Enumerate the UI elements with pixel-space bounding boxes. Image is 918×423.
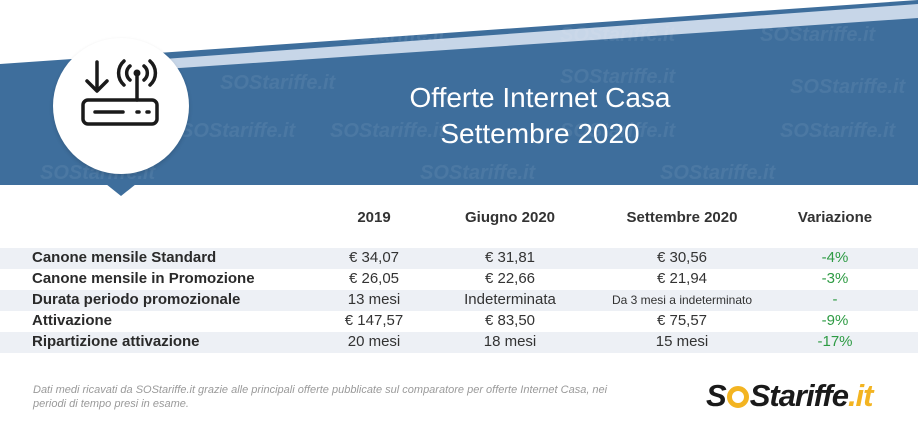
column-header-2019: 2019 (357, 209, 391, 226)
cell-variazione: -17% (817, 333, 853, 350)
watermark: SOStariffe.it (180, 120, 296, 142)
logo-word: Stariffe (749, 378, 849, 413)
column-header-giugno-2020: Giugno 2020 (464, 209, 556, 226)
row-label: Canone mensile in Promozione (32, 270, 255, 287)
cell-variazione: -4% (821, 249, 849, 266)
header-background (0, 0, 918, 185)
cell-variazione: -9% (821, 312, 849, 329)
icon-badge (53, 38, 189, 174)
watermark: SOStariffe.it (330, 120, 446, 142)
cell-2019: 13 mesi (347, 291, 401, 308)
cell-settembre-2020: € 75,57 (656, 312, 708, 329)
table-row: Attivazione € 147,57 € 83,50 € 75,57 -9% (0, 311, 918, 332)
watermark: SOStariffe.it (420, 162, 536, 184)
table-row: Durata periodo promozionale 13 mesi Inde… (0, 290, 918, 311)
column-header-variazione: Variazione (797, 209, 873, 226)
header-banner: SOStariffe.it SOStariffe.it SOStariffe.i… (0, 0, 918, 185)
cell-giugno-2020: € 83,50 (484, 312, 536, 329)
lifebuoy-icon (726, 386, 749, 408)
cell-giugno-2020: € 22,66 (484, 270, 536, 287)
cell-2019: € 34,07 (348, 249, 400, 266)
page-title: Offerte Internet Casa Settembre 2020 (330, 80, 750, 152)
logo-domain: .it (847, 378, 874, 413)
watermark: SOStariffe.it (330, 24, 446, 46)
watermark: SOStariffe.it (560, 24, 676, 46)
brand-logo: S Stariffe.it (706, 378, 873, 414)
watermark: SOStariffe.it (760, 24, 876, 46)
cell-2019: 20 mesi (347, 333, 401, 350)
cell-variazione: -3% (821, 270, 849, 287)
footnote: Dati medi ricavati da SOStariffe.it graz… (33, 384, 608, 410)
router-wifi-download-icon (81, 59, 159, 126)
row-label: Durata periodo promozionale (32, 291, 241, 308)
cell-settembre-2020: € 30,56 (656, 249, 708, 266)
watermark: SOStariffe.it (780, 120, 896, 142)
row-label: Attivazione (32, 312, 113, 329)
circle-pointer (101, 180, 141, 196)
cell-2019: € 147,57 (344, 312, 404, 329)
title-line-2: Settembre 2020 (440, 118, 640, 149)
cell-settembre-2020: Da 3 mesi a indeterminato (611, 293, 753, 307)
table-row: Ripartizione attivazione 20 mesi 18 mesi… (0, 332, 918, 353)
watermark: SOStariffe.it (660, 162, 776, 184)
watermark: SOStariffe.it (790, 76, 906, 98)
column-header-settembre-2020: Settembre 2020 (626, 209, 738, 226)
cell-2019: € 26,05 (348, 270, 400, 287)
table-row: Canone mensile Standard € 34,07 € 31,81 … (0, 248, 918, 269)
row-label: Canone mensile Standard (32, 249, 217, 266)
watermark: SOStariffe.it (220, 72, 336, 94)
cell-giugno-2020: € 31,81 (484, 249, 536, 266)
watermark: SOStariffe.it (560, 66, 676, 88)
watermark: SOStariffe.it (560, 120, 676, 142)
cell-settembre-2020: 15 mesi (655, 333, 709, 350)
table-row: Canone mensile in Promozione € 26,05 € 2… (0, 269, 918, 290)
row-label: Ripartizione attivazione (32, 333, 200, 350)
logo-letter: S (706, 378, 727, 413)
title-line-1: Offerte Internet Casa (409, 82, 671, 113)
cell-variazione: - (832, 291, 838, 308)
cell-giugno-2020: 18 mesi (483, 333, 537, 350)
cell-settembre-2020: € 21,94 (656, 270, 708, 287)
cell-giugno-2020: Indeterminata (464, 291, 556, 308)
